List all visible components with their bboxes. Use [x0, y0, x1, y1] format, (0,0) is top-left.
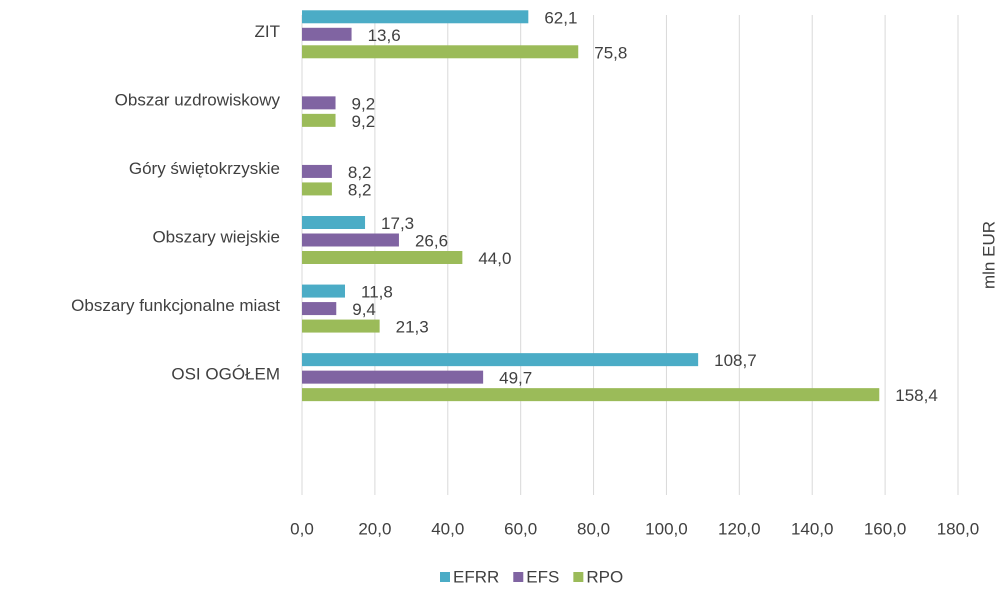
x-tick-label: 40,0 [431, 519, 464, 538]
bar [302, 164, 332, 178]
value-label: 9,4 [352, 300, 376, 319]
y-tick-label: OSI OGÓŁEM [171, 365, 280, 384]
y-tick-label: ZIT [255, 22, 281, 41]
bar [302, 45, 579, 59]
x-tick-label: 20,0 [358, 519, 391, 538]
bar [302, 251, 463, 264]
value-label: 75,8 [594, 43, 627, 62]
bar [302, 370, 484, 384]
value-label: 62,1 [544, 8, 577, 27]
x-tick-label: 100,0 [645, 519, 688, 538]
value-label: 108,7 [714, 351, 757, 370]
bar [302, 353, 699, 367]
legend-label: EFRR [453, 567, 499, 586]
bar [302, 10, 529, 24]
value-label: 49,7 [499, 369, 532, 388]
value-label: 8,2 [348, 180, 372, 199]
value-label: 158,4 [895, 386, 938, 405]
bar [302, 284, 346, 298]
x-tick-label: 60,0 [504, 519, 537, 538]
bar [302, 302, 337, 316]
value-label: 21,3 [396, 318, 429, 337]
value-label: 9,2 [352, 112, 376, 131]
y-tick-label: Obszary funkcjonalne miast [71, 296, 280, 315]
y-tick-label: Góry świętokrzyskie [129, 159, 280, 178]
value-label: 17,3 [381, 214, 414, 233]
value-label: 8,2 [348, 163, 372, 182]
bar [302, 96, 336, 110]
legend-label: EFS [526, 567, 559, 586]
value-label: 9,2 [352, 94, 376, 113]
bar [302, 113, 336, 127]
value-label: 44,0 [478, 249, 511, 268]
y-tick-label: Obszary wiejskie [152, 227, 280, 246]
bar [302, 182, 332, 196]
value-label: 11,8 [361, 283, 393, 302]
axis-label: mln EUR [979, 221, 998, 289]
value-label: 13,6 [368, 26, 401, 45]
x-tick-label: 160,0 [864, 519, 907, 538]
legend-swatch [513, 572, 524, 582]
x-tick-label: 0,0 [290, 519, 314, 538]
bar [302, 27, 352, 41]
x-tick-label: 180,0 [937, 519, 980, 538]
legend-label: RPO [586, 567, 623, 586]
bar [302, 216, 366, 229]
x-tick-label: 120,0 [718, 519, 761, 538]
bar [302, 319, 380, 333]
y-tick-label: Obszar uzdrowiskowy [115, 90, 281, 109]
bar [302, 233, 399, 247]
legend-swatch [573, 572, 584, 582]
bar [302, 388, 880, 402]
legend-swatch [440, 572, 450, 582]
value-label: 26,6 [415, 231, 448, 250]
x-tick-label: 80,0 [577, 519, 610, 538]
x-tick-label: 140,0 [791, 519, 834, 538]
